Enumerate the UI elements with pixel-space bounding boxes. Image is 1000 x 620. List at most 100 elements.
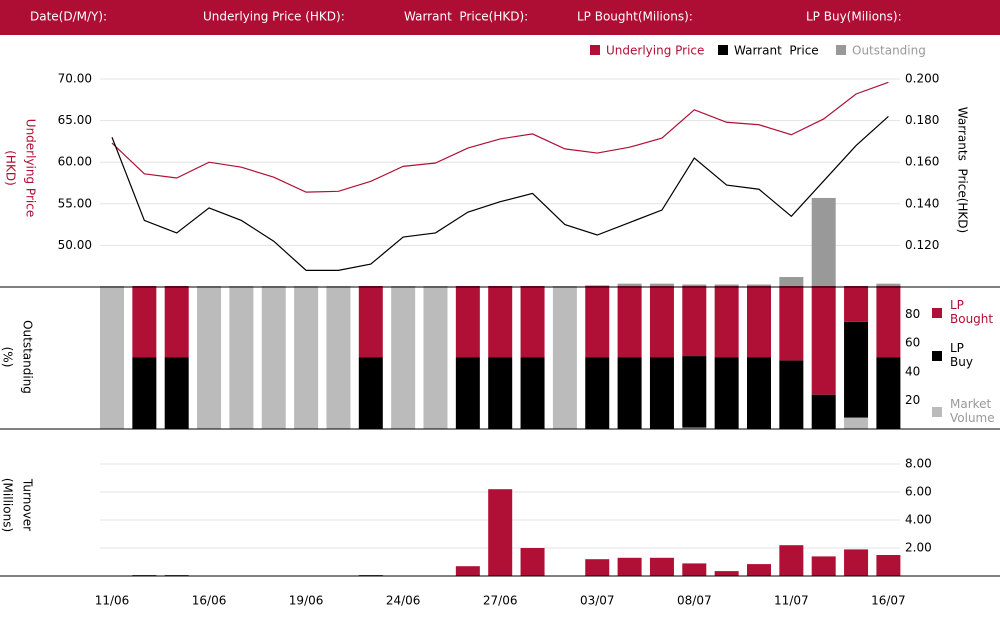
axis-title: Turnover	[21, 478, 35, 531]
stacked-bar	[844, 417, 869, 429]
y2-tick-label: 0.120	[905, 238, 939, 252]
stacked-bar	[197, 286, 222, 429]
bar	[455, 566, 480, 576]
bar	[714, 571, 739, 576]
stacked-bar	[714, 286, 739, 358]
y-tick-label: 6.00	[905, 485, 932, 499]
bar	[585, 559, 610, 576]
stacked-bar	[326, 286, 351, 429]
x-tick-label: 08/07	[677, 594, 712, 608]
bar	[488, 489, 513, 576]
y2-tick-label: 0.180	[905, 113, 939, 127]
stacked-bar	[844, 321, 869, 418]
series-line	[111, 115, 889, 271]
x-tick-label: 19/06	[289, 594, 324, 608]
stacked-bar	[617, 357, 642, 429]
stacked-bar	[358, 357, 383, 429]
stacked-bar	[132, 357, 157, 429]
stacked-bar	[164, 286, 189, 358]
x-tick-label: 16/07	[871, 594, 906, 608]
stacked-bar	[488, 286, 513, 358]
header-field: LP Buy(Milions):	[806, 10, 902, 24]
stacked-bar	[520, 357, 545, 429]
header-field: Warrant Price(HKD):	[404, 10, 528, 24]
stacked-bar	[747, 286, 771, 358]
axis-title: (HKD)	[4, 150, 18, 186]
legend-label: Warrant Price	[734, 44, 819, 58]
stacked-bar	[455, 286, 480, 358]
y-tick-label: 80	[905, 307, 920, 321]
legend-swatch	[932, 351, 942, 361]
bar	[520, 548, 545, 576]
legend-swatch	[836, 45, 846, 55]
stacked-bar	[585, 286, 610, 358]
series-line	[111, 81, 889, 193]
header-field: LP Bought(Milions):	[577, 10, 693, 24]
bar	[876, 555, 901, 576]
y-tick-label: 40	[905, 364, 920, 378]
y-tick-label: 65.00	[58, 113, 92, 127]
outstanding-bar	[617, 283, 642, 287]
x-tick-label: 24/06	[386, 594, 421, 608]
stacked-bar	[779, 286, 804, 361]
stacked-bar	[229, 286, 254, 429]
y2-tick-label: 0.200	[905, 72, 939, 86]
stacked-bar	[649, 286, 674, 358]
y-tick-label: 60	[905, 336, 920, 350]
y-tick-label: 8.00	[905, 457, 932, 471]
stacked-bar	[585, 357, 610, 429]
y-tick-label: 60.00	[58, 155, 92, 169]
legend-label: LP Bought	[950, 298, 993, 326]
stacked-bar	[617, 286, 642, 358]
axis-title: Underlying Price	[24, 119, 38, 217]
stacked-bar	[649, 357, 674, 429]
y-tick-label: 2.00	[905, 541, 932, 555]
x-tick-label: 11/06	[95, 594, 130, 608]
stacked-bar	[132, 286, 157, 358]
outstanding-bar	[779, 277, 804, 287]
y2-tick-label: 0.160	[905, 155, 939, 169]
y-tick-label: 70.00	[58, 72, 92, 86]
outstanding-bar	[649, 283, 674, 287]
stacked-bar	[261, 286, 286, 429]
bar	[682, 563, 707, 576]
axis-title: (%)	[1, 347, 15, 368]
bar	[617, 557, 642, 576]
bar	[649, 557, 674, 576]
stacked-bar	[779, 360, 804, 429]
x-tick-label: 11/07	[774, 594, 809, 608]
header-bar	[0, 0, 1000, 35]
stacked-bar	[682, 286, 707, 357]
y-tick-label: 50.00	[58, 238, 92, 252]
stacked-bar	[747, 357, 771, 429]
legend-swatch	[718, 45, 728, 55]
stacked-bar	[876, 357, 901, 429]
legend-swatch	[932, 308, 942, 318]
stacked-bar	[100, 286, 124, 429]
legend-label: Underlying Price	[606, 44, 704, 58]
outstanding-bar	[714, 284, 739, 287]
stacked-bar	[714, 357, 739, 429]
bar	[844, 549, 869, 576]
stacked-bar	[844, 286, 869, 322]
stacked-bar	[811, 286, 836, 395]
legend-label: Market Volume	[950, 397, 995, 425]
x-tick-label: 03/07	[580, 594, 615, 608]
stacked-bar	[294, 286, 319, 429]
header-field: Date(D/M/Y):	[30, 10, 107, 24]
y-tick-label: 20	[905, 393, 920, 407]
outstanding-bar	[876, 283, 901, 287]
stacked-bar	[455, 357, 480, 429]
stacked-bar	[488, 357, 513, 429]
legend-swatch	[932, 407, 942, 417]
outstanding-bar	[811, 197, 836, 287]
outstanding-bar	[747, 284, 771, 287]
stacked-bar	[358, 286, 383, 358]
stacked-bar	[682, 427, 707, 429]
legend-label: LP Buy	[950, 341, 973, 369]
x-tick-label: 27/06	[483, 594, 518, 608]
y-tick-label: 55.00	[58, 196, 92, 210]
stacked-bar	[876, 286, 901, 358]
bar	[811, 556, 836, 576]
